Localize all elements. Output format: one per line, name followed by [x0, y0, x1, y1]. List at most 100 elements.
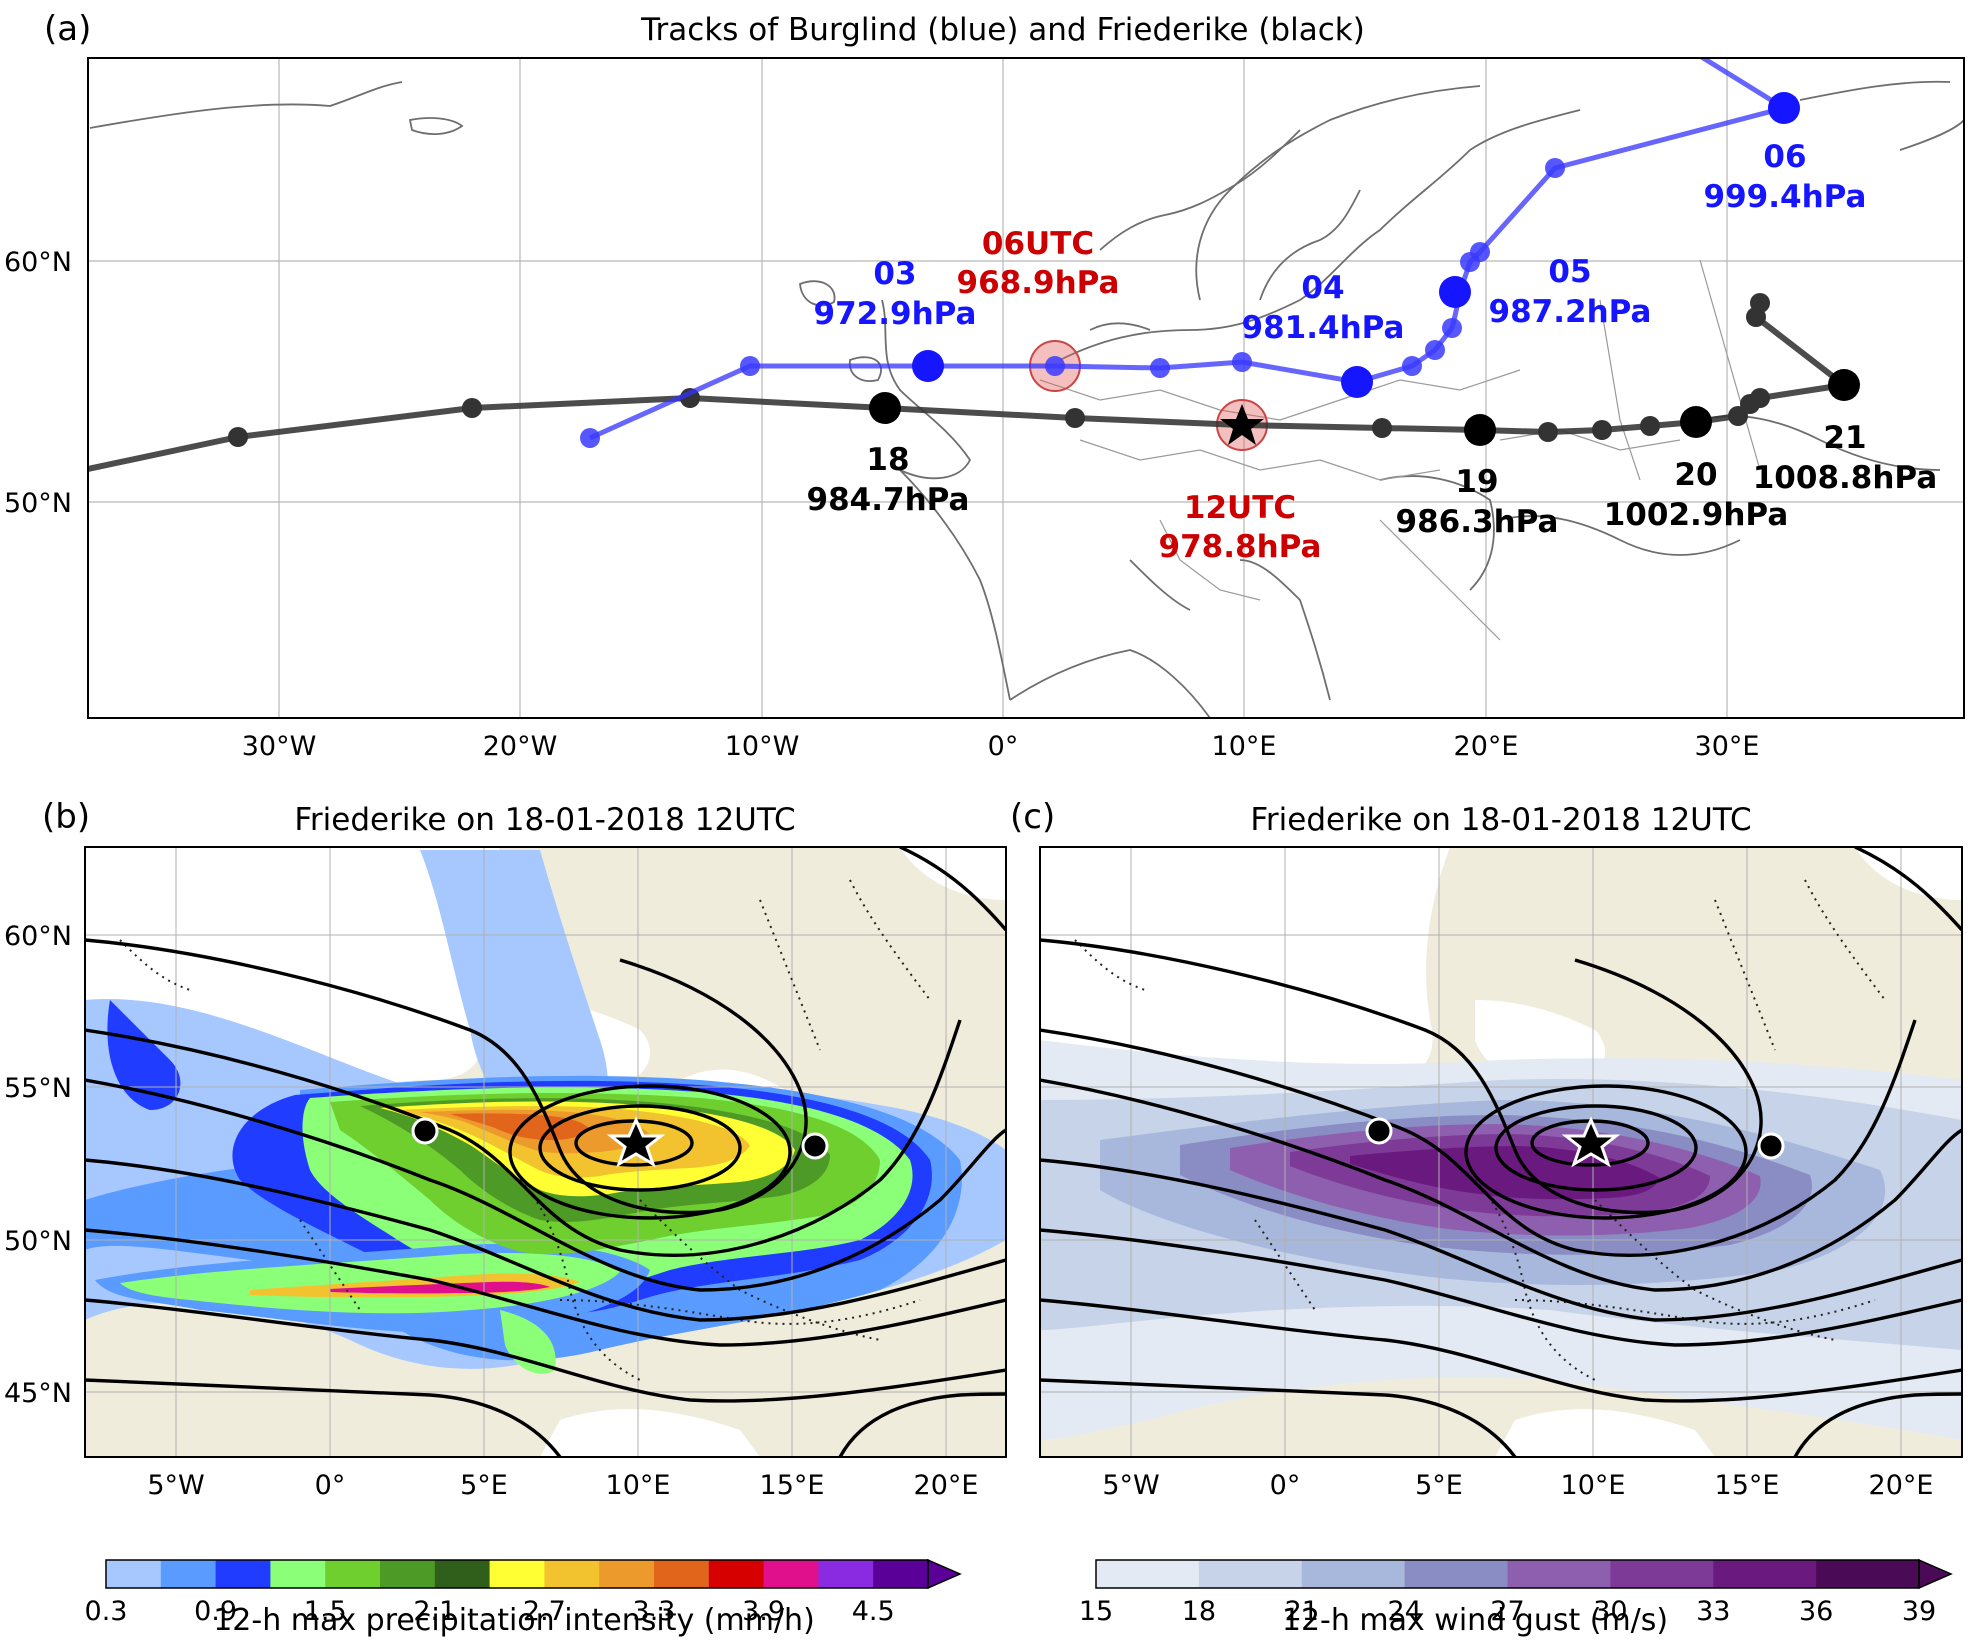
friederike-point: [1372, 418, 1392, 438]
label-f18-pressure: 984.7hPa: [807, 482, 970, 518]
colorbar-tick-label: 0.9: [194, 1596, 237, 1627]
colorbar-tick-label: 21: [1285, 1596, 1319, 1627]
friederike-center-star: [1220, 404, 1264, 445]
panel-a-coastlines: [89, 80, 1964, 718]
label-f21-time: 21: [1823, 420, 1866, 456]
label-b05-time: 05: [1548, 254, 1591, 290]
label-f20-time: 20: [1674, 457, 1717, 493]
panel-b-frame: [84, 846, 1007, 1458]
friederike-point: [1538, 422, 1558, 442]
colorbar-tick-label: 27: [1490, 1596, 1524, 1627]
colorbar-swatch: [1198, 1560, 1303, 1588]
panel-c-label: (c): [1010, 797, 1055, 837]
colorbar-tick-label: 2.7: [523, 1596, 566, 1627]
friederike-point: [1750, 293, 1770, 313]
colorbar-tick-label: 24: [1387, 1596, 1421, 1627]
burglind-point-03: [912, 350, 944, 382]
label-12utc-time: 12UTC: [1184, 490, 1296, 526]
friederike-point-21: [1828, 369, 1860, 401]
a-lat-tick: 60°N: [4, 247, 72, 278]
colorbar-tick-label: 15: [1079, 1596, 1113, 1627]
friederike-point: [1065, 408, 1085, 428]
label-12utc-pressure: 978.8hPa: [1159, 529, 1322, 565]
colorbar-swatch: [1816, 1560, 1920, 1588]
friederike-marker-west: [411, 1117, 439, 1145]
a-lon-tick: 10°E: [1212, 731, 1277, 762]
friederike-point: [1640, 416, 1660, 436]
b-lon-tick: 5°W: [147, 1470, 204, 1501]
friederike-point-18: [869, 392, 901, 424]
friederike-point-19: [1464, 414, 1496, 446]
panel-b-gridlines: [85, 847, 1006, 1457]
gust-colorbar-label: 12-h max wind gust (m/s): [1282, 1603, 1668, 1638]
colorbar-extend-arrow: [927, 1558, 962, 1590]
burglind-point: [1232, 352, 1252, 372]
panel-a-axis-ticks: 60°N 50°N 30°W 20°W 10°W 0° 10°E 20°E 30…: [4, 247, 1760, 762]
label-f18-time: 18: [866, 442, 909, 478]
label-b04-time: 04: [1301, 270, 1344, 306]
burglind-point: [1545, 158, 1565, 178]
c-lon-tick: 5°E: [1415, 1470, 1463, 1501]
colorbar-swatch: [215, 1560, 271, 1588]
label-b06-pressure: 999.4hPa: [1704, 179, 1867, 215]
panel-c-frame: [1039, 846, 1963, 1458]
b-lon-tick: 5°E: [460, 1470, 508, 1501]
friederike-point-20: [1680, 406, 1712, 438]
label-b05-pressure: 987.2hPa: [1489, 294, 1652, 330]
burglind-point-06: [1768, 92, 1800, 124]
colorbar-swatch: [106, 1560, 162, 1588]
burglind-point: [1150, 358, 1170, 378]
a-lat-tick: 50°N: [4, 488, 72, 519]
panel-a-track-labels: 03 972.9hPa 04 981.4hPa 05 987.2hPa 06 9…: [807, 139, 1938, 565]
a-lon-tick: 30°W: [242, 731, 317, 762]
colorbar-swatch: [599, 1560, 655, 1588]
friederike-center-star: [606, 1116, 666, 1168]
precip-colorbar: 0.3 0.9 1.5 2.1 2.7 3.3 3.9 4.5: [85, 1558, 962, 1627]
panel-b-axis-ticks: 60°N 55°N 50°N 45°N 5°W 0° 5°E 10°E 15°E…: [4, 921, 979, 1501]
colorbar-swatch: [1301, 1560, 1406, 1588]
panel-c-axis-ticks: 5°W 0° 5°E 10°E 15°E 20°E: [1102, 1470, 1933, 1501]
colorbar-swatch: [1096, 1560, 1200, 1588]
panel-c-map: [1040, 847, 1962, 1457]
burglind-point: [1045, 356, 1065, 376]
colorbar-swatch: [654, 1560, 710, 1588]
panel-a-borders: [1039, 259, 1761, 641]
b-lon-tick: 15°E: [760, 1470, 825, 1501]
colorbar-frame: [1095, 1559, 1920, 1589]
colorbar-swatch: [818, 1560, 874, 1588]
colorbar-tick-label: 4.5: [852, 1596, 895, 1627]
colorbar-tick-label: 36: [1799, 1596, 1833, 1627]
friederike-point: [462, 398, 482, 418]
a-lon-tick: 30°E: [1695, 731, 1760, 762]
burglind-point: [1442, 318, 1462, 338]
friederike-point: [228, 427, 248, 447]
colorbar-swatch: [434, 1560, 491, 1588]
c-lon-tick: 20°E: [1869, 1470, 1934, 1501]
c-lon-tick: 5°W: [1102, 1470, 1159, 1501]
b-lon-tick: 20°E: [914, 1470, 979, 1501]
friederike-point: [1592, 420, 1612, 440]
burglind-point-05: [1439, 276, 1471, 308]
label-f21-pressure: 1008.8hPa: [1753, 460, 1938, 496]
c-lon-tick: 0°: [1270, 1470, 1301, 1501]
colorbar-tick-label: 39: [1902, 1596, 1936, 1627]
colorbar-swatch: [270, 1560, 326, 1588]
colorbar-tick-label: 3.9: [742, 1596, 785, 1627]
friederike-point: [1750, 388, 1770, 408]
colorbar-tick-label: 3.3: [633, 1596, 676, 1627]
a-lon-tick: 10°W: [725, 731, 800, 762]
panel-b-isobars: [85, 847, 1006, 1457]
colorbar-tick-label: 30: [1593, 1596, 1627, 1627]
label-b03-pressure: 972.9hPa: [814, 296, 977, 332]
label-b06-time: 06: [1763, 139, 1806, 175]
colorbar-swatch: [708, 1560, 765, 1588]
panel-b-label: (b): [42, 797, 90, 837]
friederike-marker-east: [801, 1132, 829, 1160]
b-lat-tick: 60°N: [4, 921, 72, 952]
colorbar-swatch: [489, 1560, 545, 1588]
colorbar-swatch: [1404, 1560, 1508, 1588]
label-b04-pressure: 981.4hPa: [1242, 310, 1405, 346]
b-lat-tick: 50°N: [4, 1226, 72, 1257]
b-lon-tick: 10°E: [606, 1470, 671, 1501]
